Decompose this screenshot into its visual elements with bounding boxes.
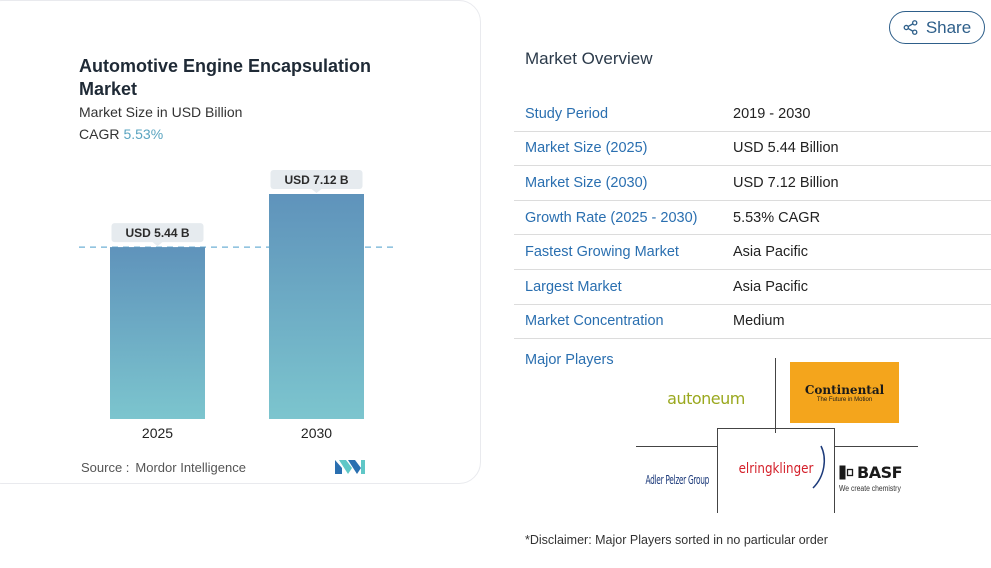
- data-label: USD 7.12 B: [284, 173, 348, 187]
- grid-divider: [636, 446, 717, 447]
- grid-divider: [717, 428, 834, 429]
- overview-row: Largest Market Asia Pacific: [514, 270, 991, 305]
- category-label: 2025: [142, 425, 173, 441]
- overview-row: Fastest Growing Market Asia Pacific: [514, 235, 991, 270]
- elringklinger-swoosh-icon: [812, 445, 826, 489]
- data-label-pointer: [311, 189, 322, 193]
- stat-label[interactable]: Largest Market: [525, 278, 622, 295]
- cagr-value: 5.53%: [123, 126, 164, 142]
- stat-label[interactable]: Market Concentration: [525, 313, 664, 330]
- stat-label[interactable]: Study Period: [525, 105, 609, 122]
- chart-source: Source : Mordor Intelligence: [81, 460, 246, 475]
- basf-logo-mark: BASF: [839, 463, 903, 482]
- bar-chart: USD 5.44 B 2025 USD 7.12 B 2030: [79, 170, 398, 441]
- bar-2025: [110, 247, 205, 419]
- mordor-intelligence-logo-icon: [335, 460, 365, 474]
- stat-value: Asia Pacific: [733, 278, 808, 295]
- stat-label[interactable]: Market Size (2030): [525, 174, 648, 191]
- basf-logo-text: BASF: [857, 463, 903, 482]
- disclaimer: *Disclaimer: Major Players sorted in no …: [525, 533, 828, 547]
- major-players-label[interactable]: Major Players: [525, 352, 614, 368]
- grid-divider: [775, 358, 776, 433]
- basf-logo[interactable]: BASF We create chemistry: [839, 456, 917, 500]
- chart-title: Automotive Engine Encapsulation Market: [79, 56, 372, 99]
- overview-row: Market Concentration Medium: [514, 305, 991, 340]
- bar-2030: [269, 194, 364, 419]
- stat-value: Medium: [733, 313, 785, 330]
- data-label-bg: [270, 170, 363, 189]
- continental-tagline: The Future in Motion: [816, 396, 873, 403]
- major-players-logos: autoneum Continental The Future in Motio…: [636, 358, 918, 513]
- basf-tagline: We create chemistry: [839, 484, 901, 493]
- stat-value: Asia Pacific: [733, 244, 808, 261]
- grid-divider: [717, 428, 718, 513]
- stat-label[interactable]: Growth Rate (2025 - 2030): [525, 209, 698, 226]
- stat-label[interactable]: Market Size (2025): [525, 140, 648, 157]
- share-icon: [903, 20, 918, 35]
- overview-row: Study Period 2019 - 2030: [514, 97, 991, 132]
- autoneum-logo[interactable]: autoneum: [656, 378, 756, 418]
- cagr-label: CAGR: [79, 126, 120, 142]
- source-value: Mordor Intelligence: [135, 460, 246, 475]
- market-chart-card: [0, 0, 481, 484]
- overview-row: Market Size (2025) USD 5.44 Billion: [514, 132, 991, 167]
- grid-divider: [834, 428, 835, 513]
- autoneum-logo-text: autoneum: [667, 388, 745, 408]
- continental-logo[interactable]: Continental The Future in Motion: [790, 362, 899, 423]
- data-label-bg: [111, 223, 204, 243]
- adler-pelzer-logo-text: Adler Pelzer Group: [645, 473, 709, 487]
- elringklinger-logo[interactable]: elringklinger: [721, 444, 831, 494]
- basf-squares-icon: [839, 465, 854, 480]
- data-label-pointer: [152, 242, 163, 247]
- stat-value: USD 5.44 Billion: [733, 140, 839, 157]
- stat-value: 5.53% CAGR: [733, 209, 821, 226]
- stat-value: 2019 - 2030: [733, 105, 811, 122]
- overview-row: Market Size (2030) USD 7.12 Billion: [514, 166, 991, 201]
- category-label: 2030: [301, 425, 332, 441]
- overview-title: Market Overview: [525, 49, 653, 68]
- share-label: Share: [925, 17, 972, 37]
- overview-row: Growth Rate (2025 - 2030) 5.53% CAGR: [514, 201, 991, 236]
- share-button[interactable]: Share: [889, 11, 985, 44]
- stat-value: USD 7.12 Billion: [733, 174, 839, 191]
- chart-subtitle: Market Size in USD Billion: [79, 104, 243, 120]
- adler-pelzer-logo[interactable]: Adler Pelzer Group: [640, 460, 714, 500]
- elringklinger-logo-text: elringklinger: [738, 461, 814, 477]
- source-label: Source :: [81, 460, 130, 475]
- continental-logo-text: Continental: [804, 382, 885, 397]
- data-label: USD 5.44 B: [125, 226, 189, 240]
- overview-table: Study Period 2019 - 2030 Market Size (20…: [514, 97, 991, 340]
- chart-cagr: CAGR 5.53%: [79, 126, 163, 142]
- grid-divider: [834, 446, 918, 447]
- stat-label[interactable]: Fastest Growing Market: [525, 244, 679, 261]
